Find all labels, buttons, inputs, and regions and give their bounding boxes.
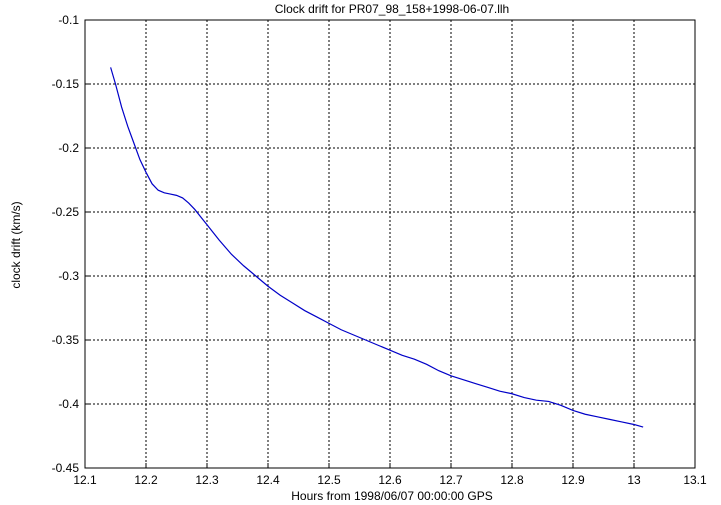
y-tick-label: -0.25 — [52, 205, 80, 219]
x-axis-label: Hours from 1998/06/07 00:00:00 GPS — [291, 489, 492, 503]
series-group — [110, 67, 644, 428]
x-tick-label: 13.1 — [683, 473, 707, 487]
y-tick-label: -0.15 — [52, 77, 80, 91]
x-tick-label: 12.8 — [500, 473, 524, 487]
grid — [85, 20, 695, 468]
axis-ticks: 12.1 12.2 12.3 12.4 12.5 12.6 12.7 12.8 12.9 13 13… — [52, 13, 707, 487]
x-tick-label: 12.3 — [195, 473, 219, 487]
x-tick-label: 12.2 — [134, 473, 158, 487]
y-axis-label: clock drift (km/s) — [9, 201, 23, 288]
y-tick-label: -0.4 — [58, 397, 79, 411]
y-tick-label: -0.3 — [58, 269, 79, 283]
chart-title: Clock drift for PR07_98_158+1998-06-07.l… — [275, 2, 509, 16]
x-tick-label: 12.4 — [256, 473, 280, 487]
x-tick-label: 12.9 — [561, 473, 585, 487]
x-tick-label: 12.6 — [378, 473, 402, 487]
y-tick-label: -0.35 — [52, 333, 80, 347]
y-tick-label: -0.2 — [58, 141, 79, 155]
series-line — [110, 67, 644, 428]
x-tick-label: 12.5 — [317, 473, 341, 487]
x-tick-label: 12.7 — [439, 473, 463, 487]
x-tick-label: 12.1 — [73, 473, 97, 487]
y-tick-label: -0.1 — [58, 13, 79, 27]
x-tick-label: 13 — [627, 473, 641, 487]
y-tick-label: -0.45 — [52, 461, 80, 475]
